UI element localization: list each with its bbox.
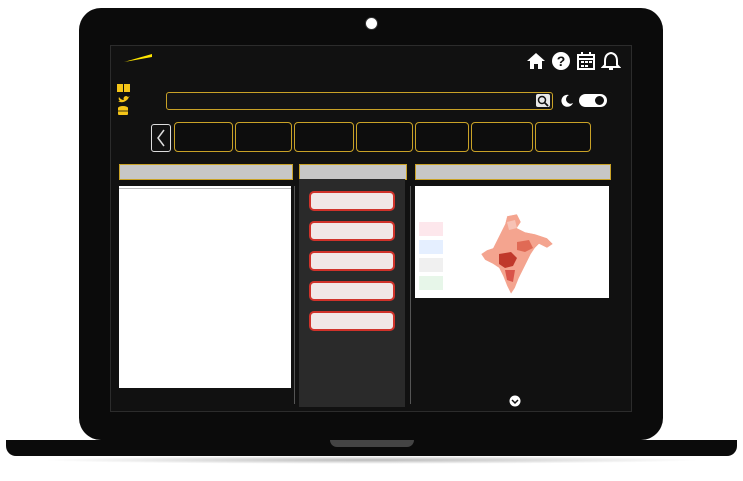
map-side-box-deaths <box>419 276 443 290</box>
bell-icon[interactable] <box>601 51 621 71</box>
alert-card-uttar-pradesh[interactable] <box>309 251 395 271</box>
alert-title <box>299 164 407 180</box>
stat-critical <box>471 122 533 152</box>
map-side-box-recovered <box>419 258 443 272</box>
stat-recovered <box>294 122 354 152</box>
column-header-state[interactable] <box>119 186 171 189</box>
webcam <box>365 17 378 30</box>
alert-card-kerala[interactable] <box>309 191 395 211</box>
logo-beam-icon <box>124 54 152 62</box>
search-icon <box>537 95 549 107</box>
night-mode-control <box>559 92 631 122</box>
home-icon[interactable] <box>526 51 546 71</box>
side-icon-column <box>117 84 131 117</box>
stat-confirmed <box>174 122 233 152</box>
column-header-confirmed[interactable] <box>170 186 211 189</box>
top-toolbar: ? <box>526 51 621 71</box>
table-header-row <box>119 186 291 189</box>
toggle-knob <box>594 95 605 106</box>
states-table-panel[interactable] <box>119 186 291 388</box>
map-title <box>415 164 611 180</box>
alert-panel <box>299 179 405 407</box>
chevron-down-icon[interactable] <box>509 395 521 407</box>
svg-text:?: ? <box>557 53 566 69</box>
help-icon[interactable]: ? <box>551 51 571 71</box>
language-icon[interactable] <box>117 84 131 93</box>
map-side-box-active <box>419 240 443 254</box>
twitter-icon[interactable] <box>117 95 131 104</box>
laptop-shadow <box>40 456 703 464</box>
live-data-title <box>119 164 293 180</box>
moon-icon <box>561 94 573 107</box>
stat-active <box>235 122 292 152</box>
bar-chart <box>415 312 609 394</box>
alert-card-karnataka[interactable] <box>309 281 395 301</box>
dashboard-screen: ? <box>110 45 632 412</box>
states-table <box>119 186 291 189</box>
panel-divider <box>294 186 295 404</box>
search-bar[interactable] <box>166 92 553 110</box>
chevron-left-icon <box>157 129 165 147</box>
search-button[interactable] <box>536 94 550 107</box>
stat-deaths <box>356 122 413 152</box>
laptop-base <box>6 440 737 456</box>
bar-chart-panel <box>415 312 609 394</box>
column-header-deceased[interactable] <box>210 186 251 189</box>
night-mode-toggle[interactable] <box>579 94 607 107</box>
alert-card-maharashtra[interactable] <box>309 221 395 241</box>
alert-card-chhattisgarh[interactable] <box>309 311 395 331</box>
ey-logo <box>116 52 152 78</box>
calendar-icon[interactable] <box>576 51 596 71</box>
panel-divider <box>410 186 411 404</box>
back-button[interactable] <box>151 124 171 152</box>
india-map[interactable] <box>477 214 557 296</box>
database-icon[interactable] <box>117 106 131 115</box>
hotspot-map-panel[interactable] <box>415 186 609 298</box>
stat-death-rate <box>535 122 591 152</box>
laptop-notch <box>330 440 414 447</box>
column-header-recovered[interactable] <box>250 186 291 189</box>
map-side-box-confirmed <box>419 222 443 236</box>
stat-tested <box>415 122 469 152</box>
